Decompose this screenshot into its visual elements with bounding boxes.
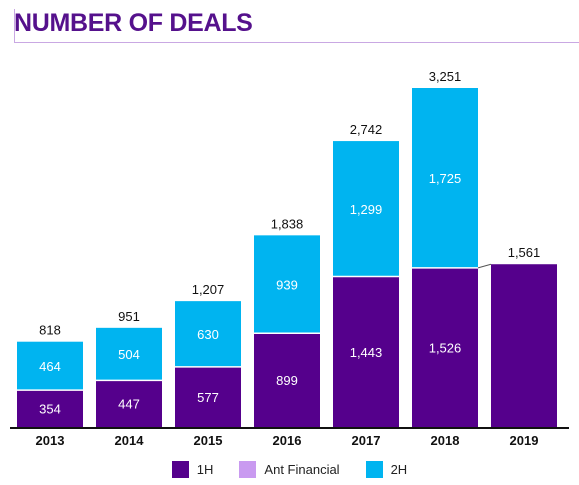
legend-label-ant-financial: Ant Financial — [264, 461, 340, 477]
bar-2h-2017 — [333, 141, 399, 277]
data-label-1h-2016: 899 — [276, 373, 298, 388]
x-tick-label-2017: 2017 — [352, 433, 381, 448]
x-tick-label-2015: 2015 — [194, 433, 223, 448]
bar-1h-2018 — [412, 267, 478, 427]
connector-line-2018-2019 — [477, 263, 492, 269]
bar-2h-2018 — [412, 88, 478, 268]
data-label-2h-2013: 464 — [39, 359, 61, 374]
x-tick-label-2016: 2016 — [273, 433, 302, 448]
legend-label-1h: 1H — [196, 461, 214, 477]
total-label-2017: 2,742 — [350, 122, 383, 137]
bar-1h-2013 — [17, 390, 83, 427]
x-tick-label-2014: 2014 — [115, 433, 145, 448]
bar-1h-2016 — [254, 333, 320, 427]
total-label-2016: 1,838 — [271, 216, 304, 231]
bar-1h-2014 — [96, 380, 162, 427]
legend-label-2h: 2H — [390, 461, 408, 477]
bar-2h-2016 — [254, 235, 320, 334]
legend-item-2h: 2H — [365, 460, 408, 478]
bar-2h-2014 — [96, 327, 162, 381]
x-tick-label-2018: 2018 — [431, 433, 460, 448]
data-label-1h-2018: 1,526 — [429, 340, 462, 355]
data-label-1h-2014: 447 — [118, 397, 140, 412]
data-label-2h-2014: 504 — [118, 347, 140, 362]
total-label-2014: 951 — [118, 309, 140, 324]
data-label-2h-2016: 939 — [276, 277, 298, 292]
total-label-2018: 3,251 — [429, 69, 462, 84]
total-label-2013: 818 — [39, 323, 61, 338]
legend-item-1h: 1H — [171, 460, 214, 478]
total-label-2015: 1,207 — [192, 282, 225, 297]
legend-swatch-1h — [171, 460, 189, 478]
title-tick — [14, 9, 15, 43]
data-label-2h-2018: 1,725 — [429, 171, 462, 186]
bar-1h-2017 — [333, 276, 399, 427]
legend-swatch-2h — [365, 460, 383, 478]
bar-2h-2015 — [175, 301, 241, 367]
legend-item-ant-financial: Ant Financial — [239, 460, 340, 478]
data-label-2h-2015: 630 — [197, 327, 219, 342]
x-tick-label-2013: 2013 — [36, 433, 65, 448]
data-label-1h-2017: 1,443 — [350, 345, 383, 360]
data-label-2h-2017: 1,299 — [350, 202, 383, 217]
bar-2h-2013 — [17, 341, 83, 391]
x-tick-label-2019: 2019 — [510, 433, 539, 448]
title-rule — [14, 42, 579, 43]
data-label-1h-2015: 577 — [197, 390, 219, 405]
chart-title: NUMBER OF DEALS — [14, 9, 253, 37]
legend: 1H Ant Financial 2H — [0, 458, 579, 480]
bar-1h-2019 — [491, 264, 557, 427]
total-label-2019: 1,561 — [508, 245, 541, 260]
data-label-1h-2013: 354 — [39, 402, 61, 417]
bar-1h-2015 — [175, 366, 241, 427]
legend-swatch-ant-financial — [239, 460, 257, 478]
